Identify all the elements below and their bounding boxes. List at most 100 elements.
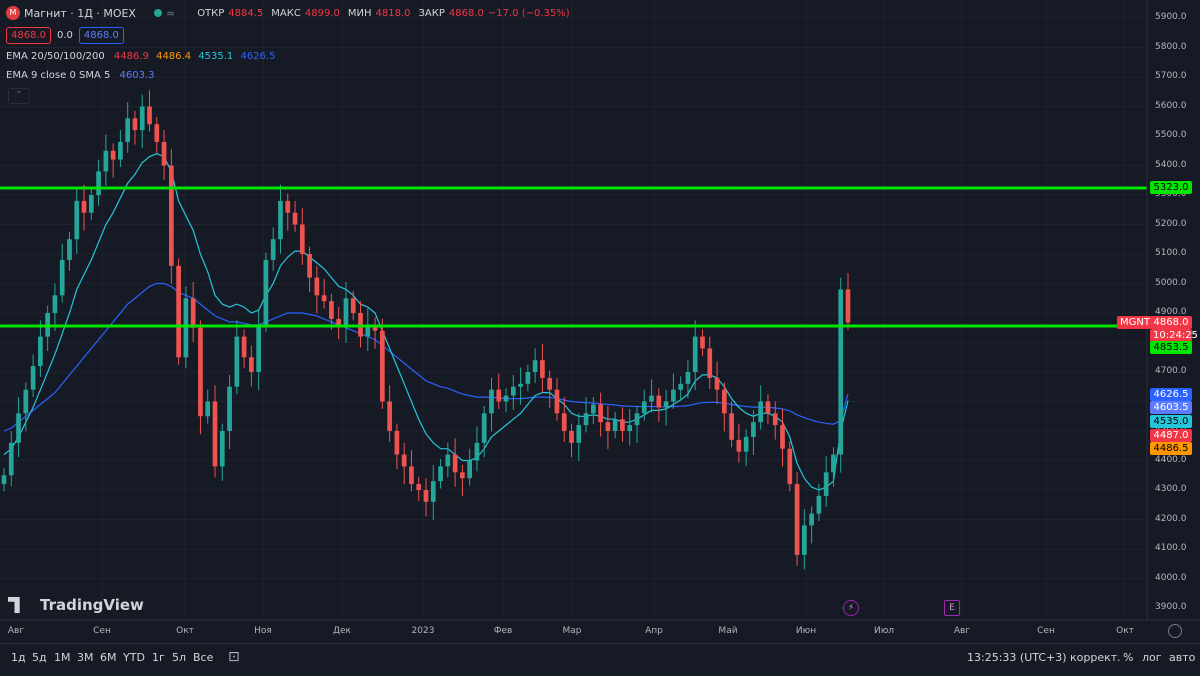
date-range-icon[interactable]: ⊡ xyxy=(228,649,240,665)
candle-body xyxy=(627,425,633,431)
market-status-icon xyxy=(153,9,162,17)
ema100-value: 4535.1 xyxy=(198,51,234,62)
buy-button[interactable]: 4868.0 xyxy=(78,27,124,44)
settings-icon[interactable] xyxy=(1168,624,1182,638)
candle-body xyxy=(350,298,356,313)
auto-toggle[interactable]: авто xyxy=(1169,651,1196,664)
candle-body xyxy=(169,165,174,266)
candle-body xyxy=(394,431,400,455)
candle-body xyxy=(212,401,218,467)
candle-body xyxy=(416,484,422,490)
range-1d-button[interactable]: 1д xyxy=(11,651,26,664)
candle-body xyxy=(321,295,327,302)
candle-body xyxy=(270,239,276,260)
adjust-toggle[interactable]: коррект. xyxy=(1070,651,1121,664)
candle-body xyxy=(591,404,596,414)
collapse-legend-button[interactable]: ˄ xyxy=(8,88,30,104)
candle-body xyxy=(314,277,320,296)
candle-body xyxy=(227,386,232,431)
candle-body xyxy=(285,200,291,213)
tradingview-logo-icon xyxy=(8,597,20,613)
candle-body xyxy=(838,289,844,455)
price-tick-label: 4400.0 xyxy=(1155,454,1187,465)
candle-body xyxy=(438,466,443,482)
candle-body xyxy=(489,389,494,414)
candle-body xyxy=(176,265,181,358)
candle-body xyxy=(256,324,261,372)
range-1y-button[interactable]: 1г xyxy=(152,651,165,664)
range-5d-button[interactable]: 5д xyxy=(32,651,47,664)
candle-body xyxy=(445,454,451,467)
range-3m-button[interactable]: 3М xyxy=(77,651,94,664)
candle-body xyxy=(234,336,240,387)
candle-body xyxy=(205,401,211,417)
candle-body xyxy=(278,200,283,240)
candle-body xyxy=(576,425,582,443)
candle-body xyxy=(532,360,538,372)
change-value: −17.0 (−0.35%) xyxy=(487,7,570,19)
lightning-event-icon[interactable]: ⚡ xyxy=(843,600,859,616)
price-tick-label: 4900.0 xyxy=(1155,307,1187,317)
ema-short-line xyxy=(3,153,849,491)
percent-toggle[interactable]: % xyxy=(1123,651,1134,664)
candle-body xyxy=(118,141,123,160)
candle-body xyxy=(329,301,334,319)
candle-body xyxy=(714,377,720,390)
price-tick-label: 4100.0 xyxy=(1155,543,1187,553)
candle-body xyxy=(707,348,713,378)
price-tick-label: 5700.0 xyxy=(1155,71,1187,81)
log-toggle[interactable]: лог xyxy=(1142,651,1162,664)
clock-timezone[interactable]: 13:25:33 (UTC+3) xyxy=(967,651,1067,664)
symbol-title[interactable]: Магнит · 1Д · MOEX xyxy=(24,6,136,20)
candle-body xyxy=(74,200,80,240)
candle-body xyxy=(554,389,560,414)
bottom-toolbar: 1д 5д 1М 3М 6М YTD 1г 5л Все ⊡ 13:25:33 … xyxy=(0,643,1200,676)
candle-body xyxy=(678,383,683,390)
time-tick-label: Мар xyxy=(562,626,582,636)
price-tick-label: 4000.0 xyxy=(1155,572,1187,583)
ema9-value: 4603.3 xyxy=(119,70,155,81)
candle-body xyxy=(474,442,480,461)
candle-body xyxy=(794,484,800,555)
range-all-button[interactable]: Все xyxy=(193,651,214,664)
candle-body xyxy=(809,513,814,526)
candle-body xyxy=(823,472,829,496)
time-tick-label: Фев xyxy=(493,626,513,636)
ema50-tag: 4486.5 xyxy=(1150,442,1192,455)
price-tick-label: 5900.0 xyxy=(1155,12,1187,22)
candle-body xyxy=(743,436,749,452)
ema20-value: 4486.9 xyxy=(113,51,149,62)
candle-body xyxy=(8,442,14,476)
candle-body xyxy=(612,419,618,431)
candle-body xyxy=(343,298,349,325)
candle-body xyxy=(263,259,269,325)
ema9-legend[interactable]: EMA 9 close 0 SMA 5 4603.3 xyxy=(6,70,155,81)
ema100-tag: 4535.0 xyxy=(1150,415,1192,428)
ema-legend[interactable]: EMA 20/50/100/200 4486.9 4486.4 4535.1 4… xyxy=(6,51,279,62)
time-tick-label: Июн xyxy=(795,626,817,636)
range-5y-button[interactable]: 5л xyxy=(172,651,187,664)
candle-body xyxy=(387,401,392,431)
candle-body xyxy=(467,460,472,479)
candle-body xyxy=(598,404,603,423)
candle-body xyxy=(219,431,225,467)
time-tick-label: Июл xyxy=(873,626,895,636)
candle-body xyxy=(292,212,298,225)
candle-body xyxy=(649,395,654,402)
candle-body xyxy=(430,481,436,502)
sell-button[interactable]: 4868.0 xyxy=(6,27,51,44)
candle-body xyxy=(365,324,371,337)
range-ytd-button[interactable]: YTD xyxy=(123,651,145,664)
range-1m-button[interactable]: 1М xyxy=(54,651,71,664)
candle-body xyxy=(569,431,574,443)
candle-body xyxy=(787,448,793,485)
price-tick-label: 5000.0 xyxy=(1155,277,1187,288)
time-tick-label: Ноя xyxy=(254,626,272,636)
time-tick-label: Апр xyxy=(645,626,663,636)
candles xyxy=(1,90,851,570)
candle-body xyxy=(110,150,116,160)
earnings-event-icon[interactable]: E xyxy=(944,600,960,616)
candle-body xyxy=(81,200,87,213)
range-6m-button[interactable]: 6М xyxy=(100,651,117,664)
